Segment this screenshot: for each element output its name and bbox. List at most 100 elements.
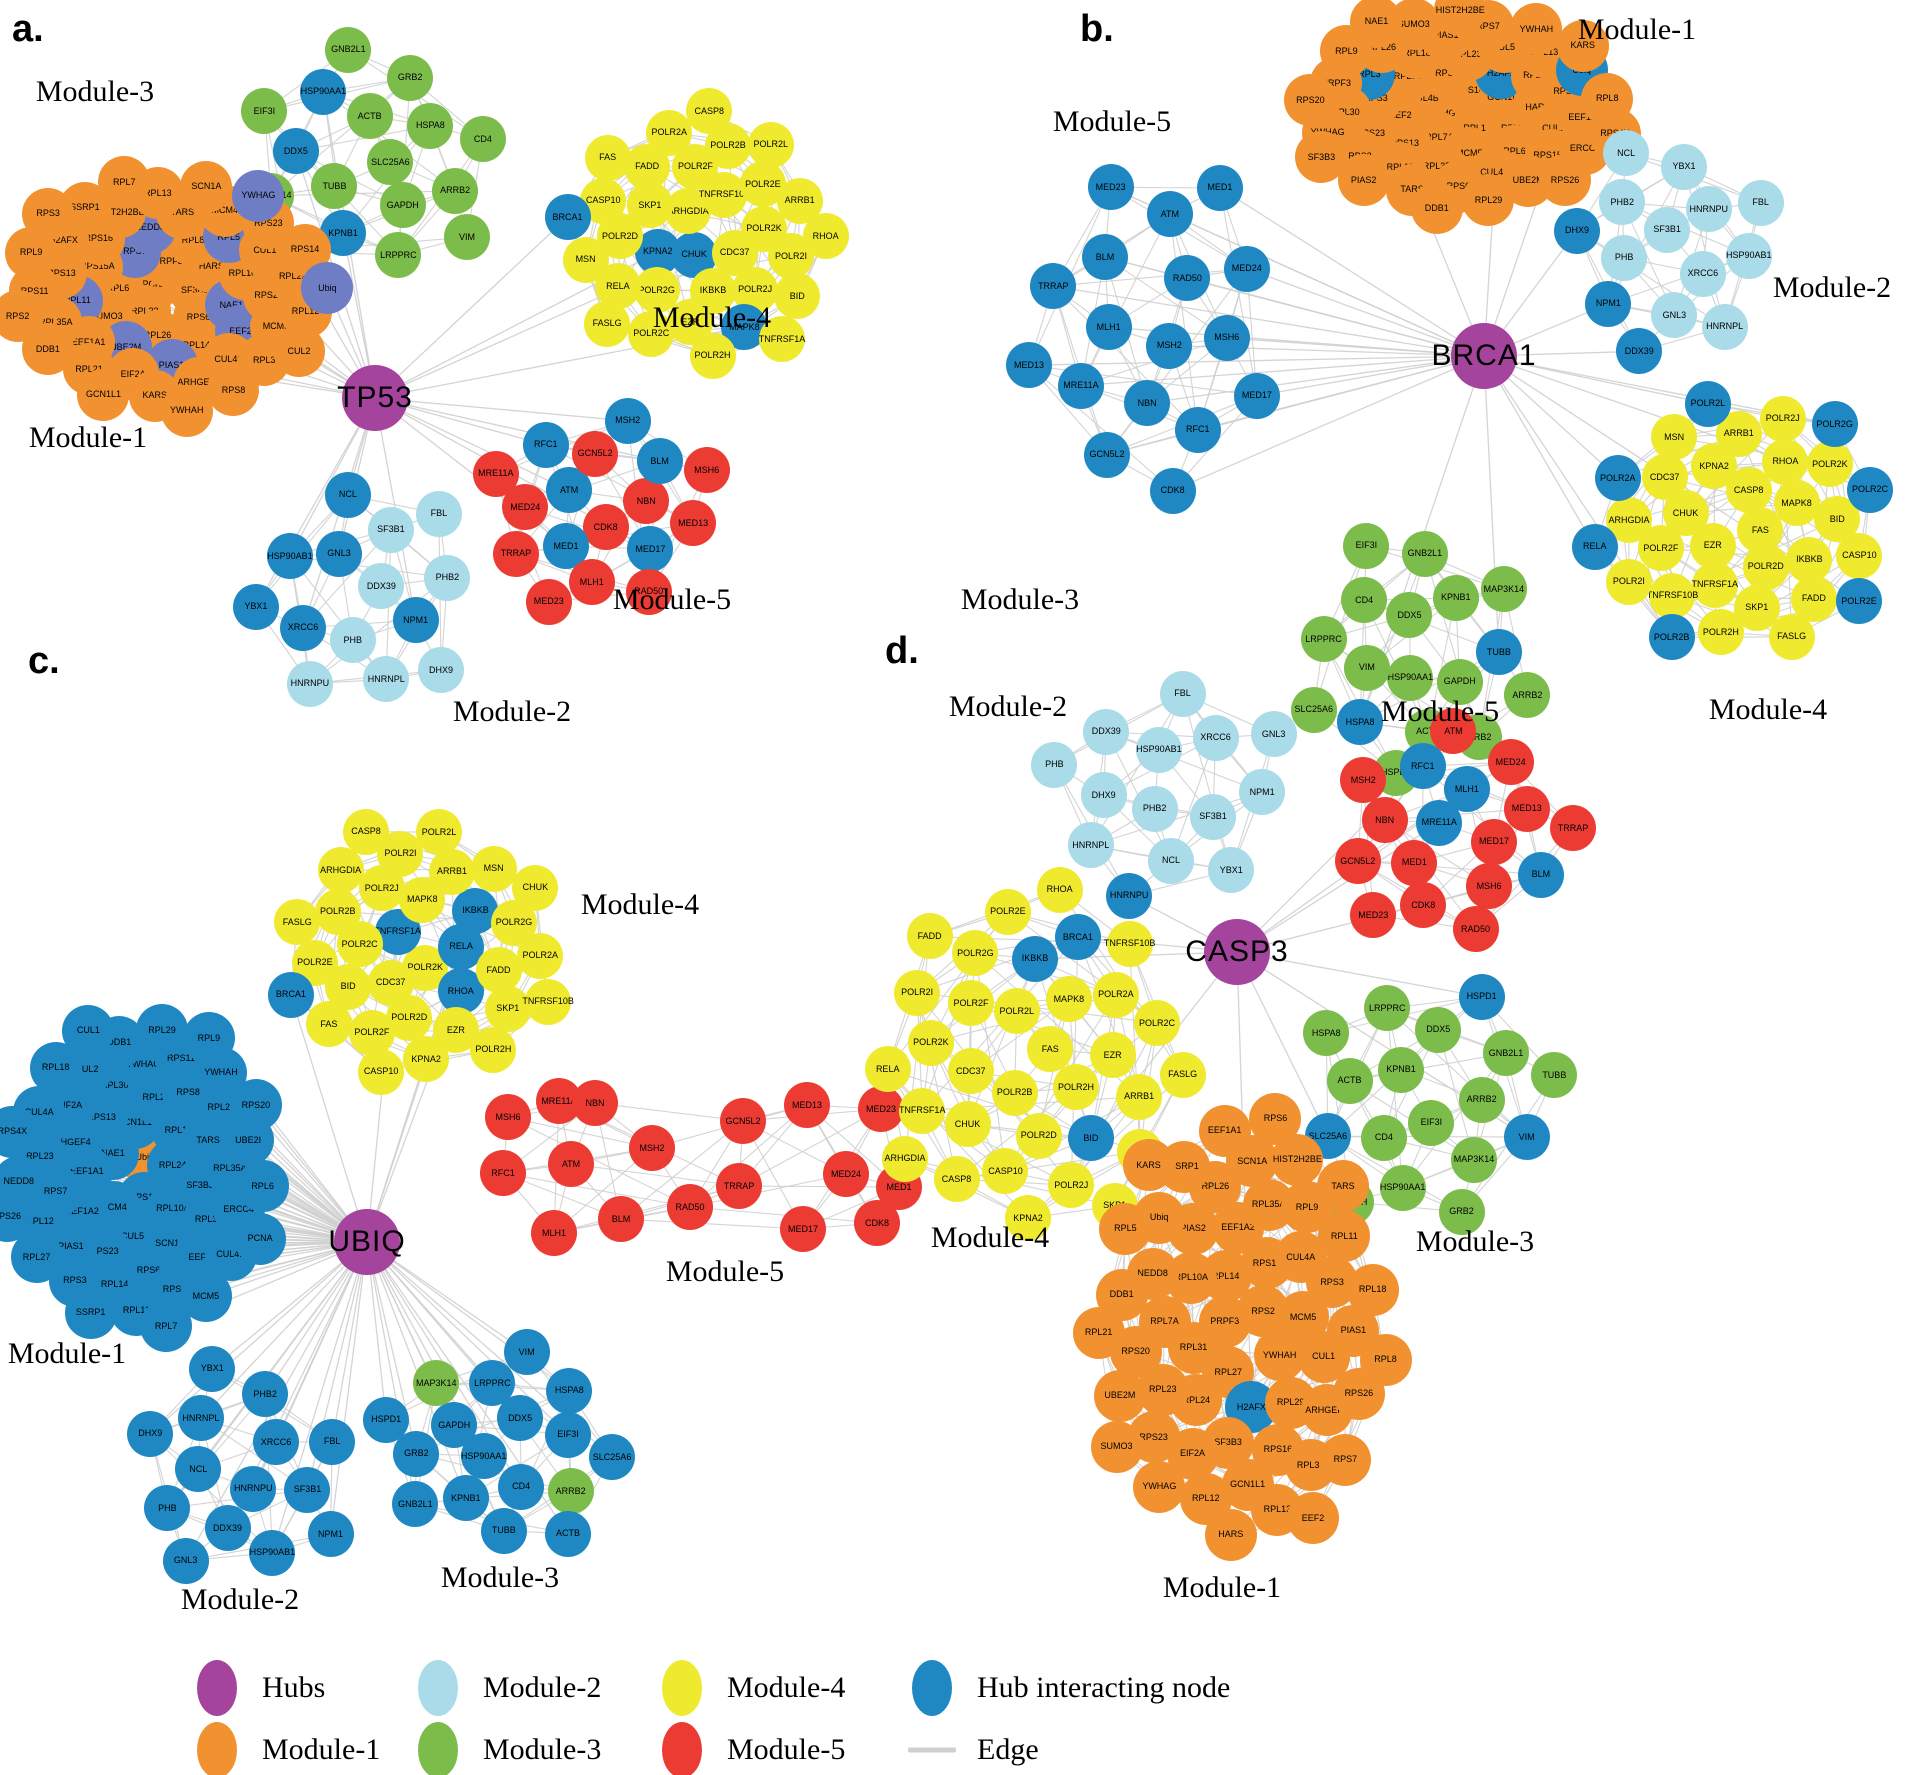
node-rela: RELA bbox=[1571, 523, 1618, 570]
node-label: MSH6 bbox=[1214, 332, 1240, 343]
node-rfc1: RFC1 bbox=[522, 421, 569, 468]
node-polr2h: POLR2H bbox=[689, 332, 736, 379]
node-label: POLR2G bbox=[957, 947, 994, 958]
module-label-module-5: Module-5 bbox=[1052, 105, 1172, 138]
node-label: CUL1 bbox=[253, 244, 277, 255]
node-label: GNB2L1 bbox=[331, 44, 366, 55]
module-label-module-1: Module-1 bbox=[1577, 13, 1697, 46]
node-label: PRPF3 bbox=[153, 255, 183, 266]
node-rpl18: RPL18 bbox=[1346, 1263, 1399, 1316]
node-label: POLR2A bbox=[651, 127, 688, 138]
node-label: BID bbox=[789, 290, 805, 301]
node-label: RPL7A bbox=[1425, 132, 1454, 143]
edge bbox=[1106, 355, 1485, 456]
node-polr2f: POLR2F bbox=[947, 980, 994, 1027]
node-label: YWHAG bbox=[126, 1058, 161, 1069]
node-label: MCM5 bbox=[1289, 1311, 1317, 1322]
node-label: DDX39 bbox=[1624, 345, 1654, 356]
node-med13: MED13 bbox=[1006, 342, 1053, 389]
node-label: SF3B3 bbox=[1214, 1437, 1242, 1448]
node-label: ARRB1 bbox=[437, 866, 468, 877]
node-label: SKP1 bbox=[496, 1003, 520, 1014]
node-msn: MSN bbox=[470, 845, 517, 892]
node-label: HSP90AB1 bbox=[1136, 744, 1182, 755]
legend-label: Hubs bbox=[262, 1671, 326, 1704]
node-msh6: MSH6 bbox=[485, 1094, 531, 1140]
node-label: POLR2D bbox=[391, 1012, 428, 1023]
node-label: TNFRSF1A bbox=[758, 333, 806, 344]
node-map3k14: MAP3K14 bbox=[413, 1360, 460, 1407]
node-cdk8: CDK8 bbox=[1149, 467, 1196, 514]
node-label: RFC1 bbox=[533, 439, 558, 450]
edge bbox=[1172, 355, 1485, 492]
node-med17: MED17 bbox=[780, 1206, 826, 1252]
node-scn1a: SCN1A bbox=[180, 160, 233, 213]
node-label: DDB1 bbox=[107, 1036, 132, 1047]
edge bbox=[507, 1116, 691, 1208]
node-label: RPS3 bbox=[63, 1275, 87, 1286]
node-label: LRPPRC bbox=[474, 1377, 511, 1388]
node-rpl29: RPL29 bbox=[1462, 174, 1515, 227]
node-hsp90aa1: HSP90AA1 bbox=[300, 68, 347, 115]
node-label: EIF2A bbox=[120, 368, 146, 379]
node-label: VIM bbox=[518, 1346, 535, 1357]
node-kpna2: KPNA2 bbox=[403, 1036, 450, 1083]
node-label: HNRNPL bbox=[182, 1412, 220, 1423]
node-label: TARS bbox=[1331, 1180, 1355, 1191]
node-kars: KARS bbox=[1122, 1139, 1175, 1192]
node-label: EIF2A bbox=[57, 1100, 83, 1111]
node-label: POLR2G bbox=[638, 284, 675, 295]
node-label: ACTB bbox=[555, 1528, 580, 1539]
node-msh6: MSH6 bbox=[1466, 863, 1513, 910]
node-rpl8: RPL8 bbox=[1359, 1333, 1412, 1386]
node-label: RPL10A bbox=[1174, 1272, 1209, 1283]
node-label: MED23 bbox=[1358, 909, 1389, 920]
node-fadd: FADD bbox=[475, 947, 522, 994]
node-rps6: RPS6 bbox=[1249, 1092, 1302, 1145]
node-label: RPL18 bbox=[1358, 1284, 1387, 1295]
node-label: HNRNPU bbox=[234, 1483, 273, 1494]
node-label: UBE2I bbox=[235, 1134, 262, 1145]
node-label: NPM1 bbox=[1249, 786, 1275, 797]
node-rad50: RAD50 bbox=[1452, 906, 1499, 953]
node-label: RPL3 bbox=[252, 354, 276, 365]
node-hars: HARS bbox=[1204, 1508, 1257, 1561]
node-label: DHX9 bbox=[1091, 789, 1116, 800]
node-sf3b1: SF3B1 bbox=[1644, 206, 1691, 253]
node-rpl5: RPL5 bbox=[1099, 1202, 1152, 1255]
edge bbox=[1090, 693, 1184, 846]
node-atm: ATM bbox=[546, 467, 593, 514]
edge bbox=[270, 77, 411, 197]
node-label: CDK8 bbox=[593, 521, 618, 532]
node-label: RPS7 bbox=[1476, 20, 1500, 31]
node-polr2c: POLR2C bbox=[1846, 466, 1893, 513]
node-label: MCM4 bbox=[100, 1201, 127, 1212]
node-rps7: RPS7 bbox=[1319, 1433, 1372, 1486]
node-label: SF3B3 bbox=[186, 1179, 214, 1190]
node-arhgdia: ARHGDIA bbox=[881, 1135, 928, 1182]
node-rad50: RAD50 bbox=[667, 1184, 713, 1230]
node-msh2: MSH2 bbox=[1146, 322, 1193, 369]
node-xrcc6: XRCC6 bbox=[1679, 250, 1726, 297]
node-label: PIAS1 bbox=[1340, 1325, 1367, 1336]
node-label: MRE11A bbox=[541, 1095, 577, 1106]
node-rfc1: RFC1 bbox=[480, 1150, 526, 1196]
node-label: EEF1A1 bbox=[1568, 112, 1602, 123]
edge bbox=[689, 1104, 808, 1208]
node-label: CASP8 bbox=[1733, 484, 1764, 495]
node-label: RPL35A bbox=[38, 316, 73, 327]
node-label: MED17 bbox=[1241, 390, 1272, 401]
node-label: POLR2D bbox=[601, 230, 638, 241]
node-casp8: CASP8 bbox=[342, 808, 389, 855]
node-label: PHB2 bbox=[253, 1388, 277, 1399]
edge bbox=[1386, 1008, 1528, 1138]
node-label: KARS bbox=[1570, 40, 1596, 51]
node-label: MAP3K14 bbox=[1483, 583, 1525, 594]
node-vim: VIM bbox=[444, 214, 490, 261]
panel-letter: c. bbox=[28, 640, 60, 682]
node-label: POLR2C bbox=[1138, 1017, 1175, 1028]
node-label: PHB2 bbox=[1610, 196, 1634, 207]
node-label: POLR2E bbox=[1841, 595, 1877, 606]
node-polr2e: POLR2E bbox=[1836, 578, 1882, 625]
node-label: RPL27 bbox=[1214, 1366, 1243, 1377]
